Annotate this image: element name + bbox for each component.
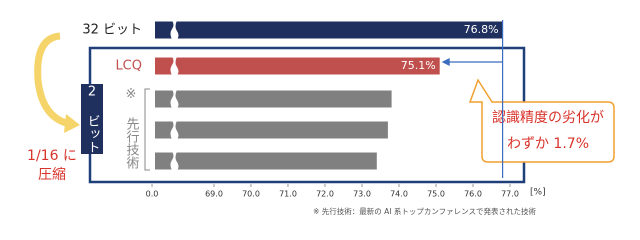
bracket [144, 88, 150, 171]
x-tick-label: 74.0 [390, 190, 408, 199]
chart: 2 ビット ※ 先行技術 1/16 に 圧縮 認識精度の劣化が わずか 1.7%… [27, 20, 615, 216]
group-label: 2 ビット [85, 85, 100, 154]
x-tick-label: 77.0 [501, 190, 519, 199]
x-tick-label: 73.0 [353, 190, 371, 199]
bar [155, 121, 388, 139]
callout-box [468, 78, 615, 163]
axis-break [170, 151, 179, 171]
footnote: ※ 先行技術：最新の AI 系トップカンファレンスで発表された技術 [313, 206, 536, 216]
bar [155, 57, 440, 75]
callout-text: 認識精度の劣化が [492, 110, 604, 126]
group-label-box [81, 84, 103, 154]
value-label: 76.8% [464, 23, 499, 36]
category-label: LCQ [115, 59, 142, 74]
compress-arrow [34, 32, 71, 128]
axis-break [170, 89, 179, 109]
axis-break [170, 120, 179, 140]
compression-label: 1/16 に [27, 148, 77, 164]
x-tick-label: 70.0 [242, 190, 260, 199]
bar [155, 152, 377, 170]
value-label: 75.1% [401, 59, 436, 72]
gap-arrowhead [441, 58, 450, 66]
callout-text: わずか 1.7% [507, 136, 589, 152]
x-tick-label: 72.0 [316, 190, 334, 199]
compression-label: 圧縮 [38, 167, 66, 183]
x-axis-label: [%] [530, 188, 546, 198]
x-tick-label: 69.0 [205, 190, 223, 199]
category-label: 32 ビット [82, 23, 142, 38]
x-tick-label: 71.0 [279, 190, 297, 199]
x-tick-label: 75.0 [427, 190, 445, 199]
x-tick-label: 0.0 [146, 190, 159, 199]
compress-arrowhead [64, 114, 80, 133]
x-tick-label: 76.0 [464, 190, 482, 199]
axis-break [170, 20, 179, 40]
bar [155, 21, 503, 39]
prior-art-label: ※ 先行技術 [124, 87, 140, 170]
axis-break [170, 56, 179, 76]
bar [155, 90, 392, 108]
